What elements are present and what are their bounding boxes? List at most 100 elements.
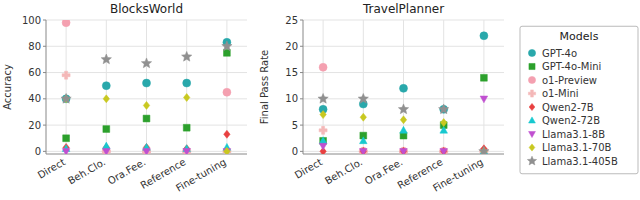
point [400,116,406,124]
legend-entry: o1-Preview [542,75,597,86]
point [183,124,190,131]
point [224,147,230,154]
point [62,71,70,79]
y-tick-label: 100 [22,15,41,26]
series: GPT-4o [62,38,231,102]
plot-area: GPT-4oGPT-4o-Minio1-Previewo1-MiniQwen2-… [61,20,232,154]
legend-entry: Qwen2-72B [542,115,600,126]
y-tick-label: 40 [28,93,41,104]
plot-area: GPT-4oGPT-4o-Minio1-Previewo1-MiniQwen2-… [318,32,489,154]
point [143,115,150,122]
point [224,49,231,56]
series: o1-Mini [319,126,488,154]
series: o1-Preview [62,20,231,154]
point [224,130,230,138]
legend-entry: Qwen2-7B [542,102,594,113]
y-tick [300,46,303,47]
grid-line [66,20,67,154]
y-tick-label: 0 [292,146,298,157]
point [143,101,149,109]
y-tick [300,125,303,126]
point [63,135,70,142]
point [400,147,406,154]
y-tick [300,151,303,152]
x-tick-label: Beh.Clo. [323,156,364,186]
point [440,126,448,133]
point [184,94,190,102]
x-tick-label: Fine-tuning [174,156,228,194]
x-tick-label: Direct [36,156,67,181]
series: GPT-4o-Mini [320,74,488,144]
y-axis-line [46,20,47,154]
series: Llama3.1-70B [63,94,230,154]
y-tick [43,151,46,152]
x-tick-label: Direct [293,156,324,181]
point [143,149,151,154]
chart: 020406080100DirectBeh.Clo.Ora.Fee.Refere… [0,0,640,200]
point [103,95,109,103]
point [320,111,326,119]
legend-title: Models [560,30,599,43]
point [441,147,447,154]
x-tick-label: Fine-tuning [431,156,485,194]
point [319,63,327,71]
series: Llama3.1-405B [61,41,232,103]
point [400,126,408,133]
point [102,147,110,154]
point [441,118,447,126]
point [183,79,191,87]
point [183,147,191,154]
y-tick [43,98,46,99]
legend-marker [528,49,535,56]
legend-entry: GPT-4o [542,48,577,59]
y-tick-label: 15 [285,67,298,78]
legend-entry: GPT-4o-Mini [542,61,601,72]
y-tick-label: 20 [28,120,41,131]
legend-marker [527,156,536,165]
point [143,147,151,154]
y-tick-label: 80 [28,41,41,52]
point [62,20,70,27]
point [479,146,489,154]
point [398,104,408,114]
point [103,126,110,133]
point [183,149,191,154]
legend-entry: Llama3.1-405B [542,156,618,167]
y-tick [43,125,46,126]
point [358,93,368,103]
point [183,147,191,154]
legend-marker [529,144,535,151]
panel: 0510152025DirectBeh.Clo.Ora.Fee.Referenc… [259,2,504,194]
point [102,147,110,154]
y-axis-label: Final Pass Rate [259,50,270,124]
point [480,96,488,103]
panel: 020406080100DirectBeh.Clo.Ora.Fee.Refere… [2,2,247,194]
series: Llama3.1-70B [320,111,487,154]
point [318,93,328,103]
legend-entry: o1-Mini [542,88,579,99]
point [222,41,232,51]
legend-marker [529,63,535,69]
y-tick-label: 10 [285,93,298,104]
series: o1-Preview [319,63,488,154]
point [102,82,110,90]
point [223,147,231,154]
point [481,74,488,81]
legend-marker [529,103,535,110]
y-tick-label: 25 [285,15,298,26]
y-tick [43,20,46,21]
series: o1-Mini [62,71,231,154]
y-tick-label: 20 [285,41,298,52]
y-tick-label: 0 [35,146,41,157]
point [360,137,368,144]
y-tick-label: 5 [292,120,298,131]
legend-entry: Llama3.1-70B [542,142,612,153]
point [182,51,192,61]
legend-marker [528,76,535,83]
grid-line [443,20,444,154]
y-axis-label: Accuracy [2,64,13,110]
y-tick [300,20,303,21]
point [360,149,368,154]
series: Llama3.1-8B [319,96,487,154]
point [440,147,448,154]
